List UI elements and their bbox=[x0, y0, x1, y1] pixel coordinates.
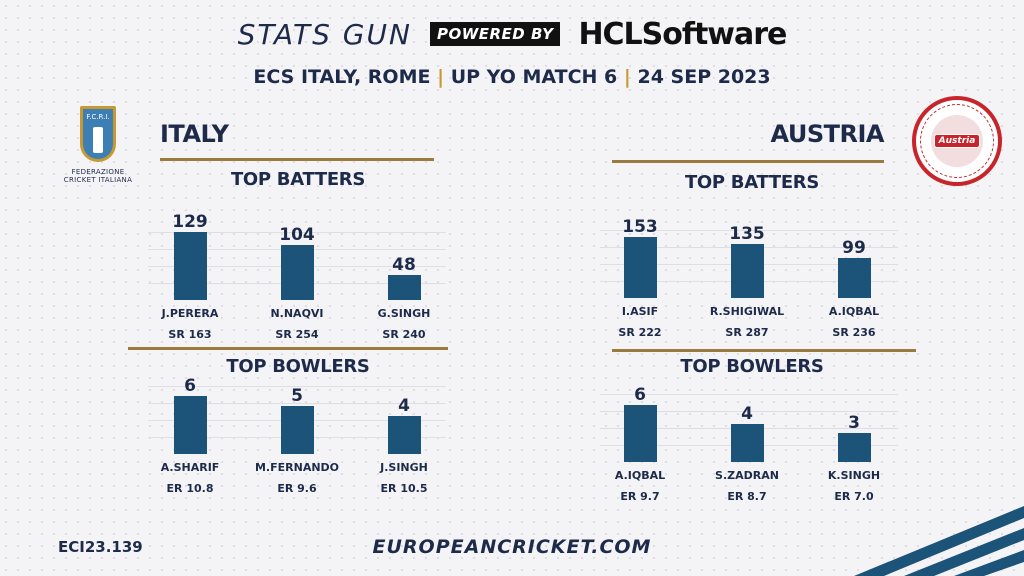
austria-batter-bar[interactable] bbox=[838, 258, 871, 298]
austria-bowler-bar[interactable] bbox=[838, 433, 871, 462]
austria-batter-name: I.ASIF bbox=[621, 305, 659, 318]
header: STATS GUN POWERED BY HCLSoftware bbox=[0, 14, 1024, 54]
corner-stripes-decoration bbox=[854, 506, 1024, 576]
austria-bowler-bar[interactable] bbox=[624, 405, 657, 462]
gridline bbox=[600, 411, 898, 412]
italy-batter-bar[interactable] bbox=[281, 245, 314, 300]
italy-batter-value-label: 48 bbox=[392, 255, 416, 275]
austria-bowler-bar[interactable] bbox=[731, 424, 764, 462]
austria-bowler-name: A.IQBAL bbox=[614, 469, 666, 482]
italy-batter-bar[interactable] bbox=[388, 275, 421, 300]
subtitle-separator: | bbox=[437, 66, 445, 88]
austria-bowler-rate: ER 9.7 bbox=[620, 490, 660, 503]
austria-batter-bar[interactable] bbox=[624, 237, 657, 298]
austria-header-rule bbox=[612, 160, 884, 163]
stats-gun-logo: STATS GUN bbox=[237, 17, 412, 51]
italy-bowler-name: M.FERNANDO bbox=[254, 461, 340, 474]
italy-batter-name: N.NAQVI bbox=[270, 307, 324, 320]
italy-batter-name: G.SINGH bbox=[377, 307, 431, 320]
austria-batter-rate: SR 236 bbox=[832, 326, 876, 339]
austria-batter-name: R.SHIGIWAL bbox=[709, 305, 785, 318]
fcri-shield-icon: F.C.R.I. bbox=[80, 106, 116, 162]
team-name-austria: AUSTRIA bbox=[770, 120, 885, 148]
italy-batters-title: TOP BATTERS bbox=[230, 169, 366, 190]
italy-section-divider bbox=[128, 347, 448, 350]
fcri-caption: FEDERAZIONE CRICKET ITALIANA bbox=[58, 168, 138, 184]
austria-bowler-rate: ER 7.0 bbox=[834, 490, 874, 503]
italy-batter-bar[interactable] bbox=[174, 232, 207, 300]
italy-batter-rate: SR 163 bbox=[168, 328, 212, 341]
austria-section-divider bbox=[612, 349, 916, 352]
italy-batter-value-label: 104 bbox=[279, 225, 315, 245]
italy-bowler-bar[interactable] bbox=[388, 416, 421, 454]
fcri-caption-line-2: CRICKET ITALIANA bbox=[63, 176, 133, 184]
austria-batter-value-label: 153 bbox=[622, 217, 658, 237]
italy-header-rule bbox=[160, 158, 434, 161]
italy-batter-rate: SR 254 bbox=[275, 328, 319, 341]
subtitle-match: UP YO MATCH 6 bbox=[450, 66, 618, 88]
fcri-caption-line-1: FEDERAZIONE bbox=[71, 168, 125, 176]
hcl-software-logo: HCLSoftware bbox=[578, 16, 787, 52]
subtitle-venue: ECS ITALY, ROME bbox=[253, 66, 431, 88]
austria-bowler-value-label: 4 bbox=[741, 404, 753, 424]
italy-bowler-name: J.SINGH bbox=[380, 461, 428, 474]
austria-bowlers-title: TOP BOWLERS bbox=[680, 356, 824, 377]
footer-code: ECI23.139 bbox=[58, 538, 143, 556]
austria-batter-bar[interactable] bbox=[731, 244, 764, 298]
gridline bbox=[148, 386, 446, 387]
austria-bowler-value-label: 6 bbox=[634, 385, 646, 405]
austria-batter-value-label: 99 bbox=[842, 238, 866, 258]
fcri-crest: F.C.R.I. FEDERAZIONE CRICKET ITALIANA bbox=[58, 106, 138, 192]
italy-bowler-value-label: 5 bbox=[291, 386, 303, 406]
gridline bbox=[148, 232, 446, 233]
match-subtitle: ECS ITALY, ROME | UP YO MATCH 6 | 24 SEP… bbox=[0, 66, 1024, 88]
italy-batter-value-label: 129 bbox=[172, 212, 208, 232]
gridline bbox=[600, 230, 898, 231]
italy-bowler-rate: ER 9.6 bbox=[277, 482, 317, 495]
italy-batter-name: J.PERERA bbox=[161, 307, 219, 320]
italy-bowler-bar[interactable] bbox=[174, 396, 207, 454]
cricketer-figure-icon bbox=[93, 127, 103, 153]
austria-bowler-rate: ER 8.7 bbox=[727, 490, 767, 503]
austria-bowler-name: K.SINGH bbox=[827, 469, 881, 482]
austria-bowler-name: S.ZADRAN bbox=[715, 469, 779, 482]
austria-batter-name: A.IQBAL bbox=[828, 305, 880, 318]
italy-bowlers-title: TOP BOWLERS bbox=[226, 356, 370, 377]
team-name-italy: ITALY bbox=[160, 120, 229, 148]
crest-ring bbox=[920, 104, 994, 178]
italy-batter-rate: SR 240 bbox=[382, 328, 426, 341]
subtitle-separator: | bbox=[623, 66, 631, 88]
austria-batters-title: TOP BATTERS bbox=[684, 172, 820, 193]
italy-bowler-value-label: 6 bbox=[184, 376, 196, 396]
italy-bowler-rate: ER 10.5 bbox=[380, 482, 428, 495]
austria-batter-rate: SR 222 bbox=[618, 326, 662, 339]
italy-bowler-rate: ER 10.8 bbox=[166, 482, 214, 495]
austria-bowler-value-label: 3 bbox=[848, 413, 860, 433]
italy-bowler-bar[interactable] bbox=[281, 406, 314, 454]
italy-bowler-name: A.SHARIF bbox=[160, 461, 220, 474]
italy-bowler-value-label: 4 bbox=[398, 396, 410, 416]
gridline bbox=[600, 394, 898, 395]
austria-batter-value-label: 135 bbox=[729, 224, 765, 244]
fcri-shield-text: F.C.R.I. bbox=[86, 113, 110, 121]
subtitle-date: 24 SEP 2023 bbox=[637, 66, 771, 88]
austria-batter-rate: SR 287 bbox=[725, 326, 769, 339]
footer-url[interactable]: EUROPEANCRICKET.COM bbox=[372, 536, 652, 558]
austria-cricket-crest: Austria bbox=[912, 96, 1002, 186]
powered-by-badge: POWERED BY bbox=[429, 22, 561, 46]
gridline bbox=[148, 403, 446, 404]
